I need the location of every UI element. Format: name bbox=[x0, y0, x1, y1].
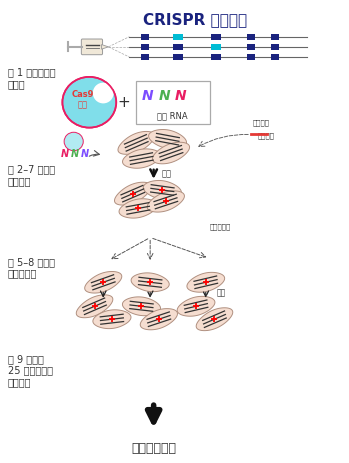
Polygon shape bbox=[122, 297, 161, 316]
Text: CRISPR 工作流程: CRISPR 工作流程 bbox=[143, 12, 247, 27]
Polygon shape bbox=[76, 295, 113, 318]
FancyBboxPatch shape bbox=[81, 39, 103, 55]
Bar bbox=[141, 54, 149, 60]
Polygon shape bbox=[93, 310, 131, 329]
Text: （可选）: （可选） bbox=[258, 132, 275, 139]
Bar bbox=[272, 54, 279, 60]
Polygon shape bbox=[118, 131, 155, 154]
Text: N: N bbox=[175, 89, 187, 103]
Polygon shape bbox=[196, 308, 233, 331]
Text: 引导 RNA: 引导 RNA bbox=[157, 111, 188, 120]
Bar bbox=[211, 44, 221, 50]
Text: N: N bbox=[142, 89, 153, 103]
Bar bbox=[141, 34, 149, 40]
Text: 第 1 日：设计编
辑工具: 第 1 日：设计编 辑工具 bbox=[8, 68, 55, 89]
Bar bbox=[247, 34, 255, 40]
Bar bbox=[272, 44, 279, 50]
Text: N: N bbox=[158, 89, 170, 103]
Bar bbox=[173, 34, 183, 40]
Text: 第 2–7 日：培
养和转染: 第 2–7 日：培 养和转染 bbox=[8, 164, 55, 186]
Polygon shape bbox=[147, 191, 184, 212]
Polygon shape bbox=[102, 44, 109, 49]
Polygon shape bbox=[140, 309, 178, 330]
Bar bbox=[173, 44, 183, 50]
Bar bbox=[141, 44, 149, 50]
Bar bbox=[211, 34, 221, 40]
Text: N: N bbox=[71, 149, 79, 159]
Bar bbox=[247, 44, 255, 50]
Polygon shape bbox=[143, 181, 181, 200]
Text: 扩增: 扩增 bbox=[216, 288, 225, 297]
Polygon shape bbox=[119, 199, 157, 218]
Polygon shape bbox=[131, 273, 169, 292]
Polygon shape bbox=[122, 149, 161, 168]
Bar bbox=[173, 54, 183, 60]
Text: 转染: 转染 bbox=[161, 169, 171, 178]
Text: 修复模板: 修复模板 bbox=[253, 119, 270, 126]
Text: 表型变化检测: 表型变化检测 bbox=[131, 442, 176, 455]
Text: Cas9
蛋白: Cas9 蛋白 bbox=[71, 90, 94, 110]
FancyBboxPatch shape bbox=[135, 81, 210, 124]
Polygon shape bbox=[177, 296, 215, 316]
Ellipse shape bbox=[93, 82, 114, 103]
Text: +: + bbox=[118, 95, 131, 110]
Polygon shape bbox=[153, 142, 190, 164]
Text: N: N bbox=[61, 149, 69, 159]
Text: N: N bbox=[80, 149, 89, 159]
Polygon shape bbox=[85, 271, 122, 293]
Polygon shape bbox=[114, 182, 151, 205]
Ellipse shape bbox=[62, 77, 116, 128]
Ellipse shape bbox=[64, 132, 83, 151]
Bar bbox=[211, 54, 221, 60]
Polygon shape bbox=[187, 272, 225, 292]
Text: 第 5–8 日：验
证编辑效率: 第 5–8 日：验 证编辑效率 bbox=[8, 257, 55, 278]
Polygon shape bbox=[149, 130, 186, 149]
Bar bbox=[272, 34, 279, 40]
Bar bbox=[247, 54, 255, 60]
Text: 独立细胞系: 独立细胞系 bbox=[209, 224, 230, 230]
Text: 第 9 日至第
25 日后：筛选
单独克隆: 第 9 日至第 25 日后：筛选 单独克隆 bbox=[8, 354, 53, 387]
